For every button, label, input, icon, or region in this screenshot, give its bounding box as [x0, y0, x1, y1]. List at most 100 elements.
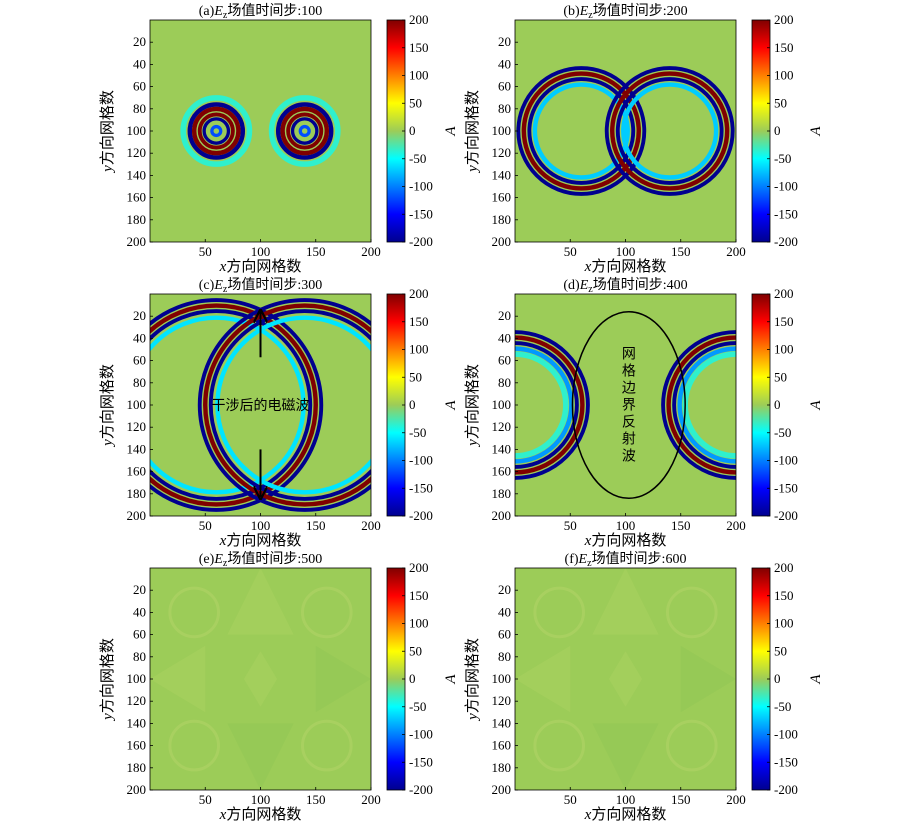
- colorbar-tick-label: -50: [409, 425, 426, 440]
- y-tick-label: 60: [498, 353, 511, 368]
- wave-ring: [275, 102, 334, 160]
- colorbar-tick-label: 150: [409, 40, 429, 55]
- y-axis-label: y方向网格数: [464, 364, 481, 448]
- colorbar-tick-label: -50: [409, 151, 426, 166]
- y-tick-label: 100: [492, 397, 512, 412]
- x-tick-label: 100: [251, 792, 271, 807]
- y-tick-label: 20: [498, 308, 511, 323]
- residual-wave-pattern: [168, 586, 221, 639]
- colorbar-tick-label: 150: [774, 40, 794, 55]
- wave-ring: [527, 77, 636, 185]
- y-tick-label: 160: [127, 464, 147, 479]
- residual-wave-pattern: [315, 645, 371, 713]
- wave-ring: [516, 66, 647, 196]
- y-axis-label: y方向网格数: [464, 638, 481, 722]
- colorbar-tick-label: 100: [774, 616, 794, 631]
- colorbar-tick-label: 200: [774, 286, 794, 301]
- x-axis-label: x方向网格数: [584, 258, 667, 275]
- colorbar-tick-label: -200: [774, 508, 798, 523]
- residual-wave-pattern: [227, 568, 294, 635]
- colorbar-tick-label: -50: [774, 425, 791, 440]
- residual-wave-pattern: [608, 651, 643, 707]
- y-tick-label: 200: [492, 234, 512, 249]
- colorbar-label: A: [808, 674, 824, 685]
- colorbar-tick-label: -100: [774, 727, 798, 742]
- panel-d: 网格边界反射波 (d)Ez场值时间步:400 50 100 150 200 20 40 60 80…: [464, 277, 824, 549]
- y-tick-label: 120: [127, 693, 147, 708]
- colorbar-tick-label: 200: [409, 12, 429, 27]
- colorbar-tick-label: 50: [409, 369, 422, 384]
- y-tick-label: 60: [133, 627, 146, 642]
- y-tick-label: 60: [498, 627, 511, 642]
- y-tick-label: 40: [133, 330, 146, 345]
- colorbar-tick-label: 0: [774, 397, 781, 412]
- y-tick-label: 100: [492, 671, 512, 686]
- residual-wave-pattern: [680, 645, 736, 713]
- colorbar-tick-label: 200: [409, 560, 429, 575]
- colorbar-tick-label: 0: [409, 397, 416, 412]
- y-tick-label: 40: [133, 604, 146, 619]
- wave-ring: [677, 346, 736, 464]
- wave-field: [150, 298, 371, 512]
- colorbar-tick-label: 150: [409, 588, 429, 603]
- colorbar-tick-label: 100: [774, 68, 794, 83]
- wave-ring: [203, 303, 371, 507]
- y-tick-label: 160: [127, 738, 147, 753]
- colorbar-tick-label: -200: [774, 782, 798, 797]
- x-axis-label: x方向网格数: [584, 532, 667, 549]
- colorbar-tick-label: -100: [409, 453, 433, 468]
- x-tick-label: 100: [616, 518, 636, 533]
- x-tick-label: 150: [306, 518, 326, 533]
- panel-title: (a)Ez场值时间步:100: [199, 3, 322, 21]
- x-tick-label: 150: [306, 244, 326, 259]
- heatmap-background: [515, 294, 736, 516]
- colorbar-tick-label: -200: [774, 234, 798, 249]
- panel-title: (e)Ez场值时间步:500: [199, 551, 322, 569]
- colorbar-tick-label: -200: [409, 508, 433, 523]
- y-tick-label: 80: [498, 649, 511, 664]
- colorbar-tick-label: -150: [774, 754, 798, 769]
- y-tick-label: 160: [492, 190, 512, 205]
- colorbar-label: A: [443, 400, 459, 411]
- x-tick-label: 100: [616, 244, 636, 259]
- colorbar-tick-label: -50: [409, 699, 426, 714]
- y-tick-label: 160: [492, 738, 512, 753]
- y-tick-label: 120: [127, 145, 147, 160]
- wave-field: [516, 66, 735, 196]
- y-tick-label: 140: [127, 167, 147, 182]
- x-tick-label: 50: [564, 244, 577, 259]
- wave-ring: [515, 351, 569, 459]
- colorbar-tick-label: -150: [409, 754, 433, 769]
- x-axis-label: x方向网格数: [219, 806, 302, 821]
- colorbar-tick-label: -100: [774, 179, 798, 194]
- colorbar-tick-label: 100: [409, 342, 429, 357]
- x-tick-label: 50: [199, 792, 212, 807]
- residual-wave-pattern: [168, 719, 221, 772]
- y-tick-label: 100: [127, 671, 147, 686]
- y-tick-label: 60: [133, 353, 146, 368]
- colorbar-tick-label: -200: [409, 234, 433, 249]
- x-tick-label: 150: [306, 792, 326, 807]
- y-tick-label: 20: [498, 582, 511, 597]
- residual-wave-pattern: [533, 719, 586, 772]
- y-tick-label: 40: [498, 604, 511, 619]
- colorbar-tick-label: -50: [774, 151, 791, 166]
- x-tick-label: 150: [671, 518, 691, 533]
- wave-field: [180, 95, 341, 167]
- y-axis-label: y方向网格数: [464, 90, 481, 174]
- panel-b: (b)Ez场值时间步:200 50 100 150 200 20 40 60 80 100 120 1…: [464, 3, 824, 275]
- wave-ring: [661, 330, 736, 480]
- x-axis-label: x方向网格数: [219, 532, 302, 549]
- y-tick-label: 40: [133, 56, 146, 71]
- wave-ring: [197, 112, 235, 150]
- y-tick-label: 60: [133, 79, 146, 94]
- x-tick-label: 200: [726, 792, 746, 807]
- x-tick-label: 100: [616, 792, 636, 807]
- colorbar-tick-label: 50: [774, 95, 787, 110]
- residual-wave-pattern: [227, 723, 294, 790]
- panel-a: (a)Ez场值时间步:100 50 100 150 200 20 40 60 80 100 120 1…: [99, 3, 459, 275]
- y-tick-label: 100: [492, 123, 512, 138]
- y-tick-label: 20: [133, 34, 146, 49]
- y-tick-label: 180: [492, 760, 512, 775]
